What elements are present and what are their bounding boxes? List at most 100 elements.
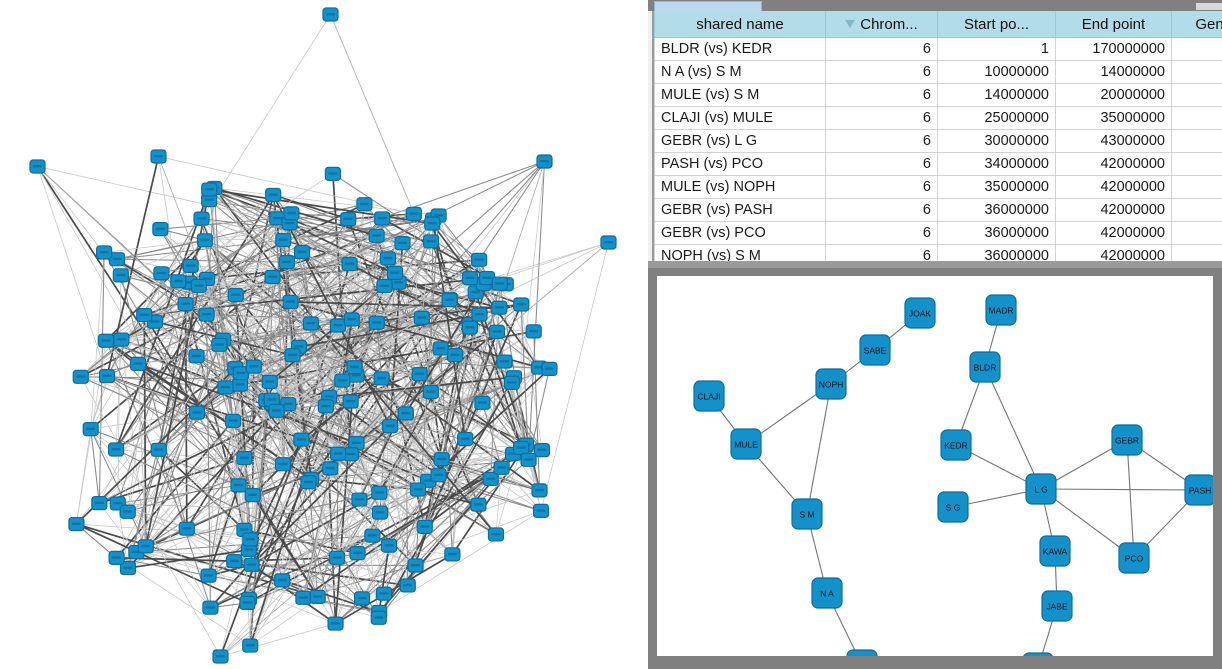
main-network-edge[interactable] [158, 156, 414, 215]
main-network-node[interactable] [150, 149, 167, 164]
main-network-edge[interactable] [290, 301, 470, 328]
main-network-edge[interactable] [225, 307, 500, 388]
main-network-edge[interactable] [287, 285, 385, 405]
main-network-node[interactable] [349, 546, 366, 561]
main-network-edge[interactable] [80, 376, 211, 608]
main-network-edge[interactable] [209, 188, 433, 225]
main-network-edge[interactable] [336, 361, 505, 559]
main-network-node[interactable] [405, 206, 422, 221]
main-network-node[interactable] [368, 228, 385, 243]
main-network-node[interactable] [512, 440, 530, 456]
main-network-node[interactable] [178, 521, 195, 536]
main-network-edge[interactable] [378, 413, 407, 493]
sub-network-node[interactable]: ALMCH [1023, 652, 1053, 656]
table-row[interactable]: GEBR (vs) L G6300000004300000016.9 [654, 129, 1222, 153]
main-network-edge[interactable] [289, 223, 456, 356]
main-network-node[interactable] [381, 419, 399, 434]
main-network-node[interactable] [536, 154, 553, 169]
main-network-edge[interactable] [238, 396, 330, 486]
main-network-node[interactable] [193, 211, 210, 226]
main-network-edge[interactable] [234, 367, 283, 581]
main-network-edge[interactable] [378, 545, 390, 613]
main-network-canvas[interactable] [0, 0, 648, 669]
main-network-node[interactable] [227, 287, 244, 303]
main-network-edge[interactable] [269, 285, 386, 383]
main-network-edge[interactable] [430, 242, 609, 393]
main-network-edge[interactable] [266, 292, 476, 401]
main-network-node[interactable] [368, 315, 385, 330]
main-network-node[interactable] [322, 461, 339, 476]
main-network-edge[interactable] [115, 218, 278, 450]
main-network-edge[interactable] [300, 377, 383, 441]
main-network-edge[interactable] [137, 363, 147, 547]
main-network-node[interactable] [293, 432, 310, 447]
main-network-edge[interactable] [349, 263, 471, 329]
main-network-edge[interactable] [251, 564, 416, 567]
main-network-edge[interactable] [154, 194, 274, 322]
main-network-edge[interactable] [185, 294, 236, 305]
main-network-edge[interactable] [196, 218, 278, 413]
main-network-edge[interactable] [206, 314, 211, 608]
main-network-edge[interactable] [208, 189, 288, 263]
main-network-edge[interactable] [269, 331, 498, 383]
main-network-node[interactable] [520, 452, 537, 467]
main-network-edge[interactable] [105, 239, 206, 342]
main-network-edge[interactable] [378, 510, 542, 613]
main-network-edge[interactable] [76, 523, 390, 546]
main-network-edge[interactable] [540, 242, 609, 511]
main-network-node[interactable] [230, 478, 247, 493]
table-row[interactable]: BLDR (vs) KEDR61170000000192.0 [654, 37, 1222, 61]
main-network-edge[interactable] [104, 218, 383, 253]
main-network-edge[interactable] [281, 482, 309, 581]
main-network-edge[interactable] [99, 403, 289, 504]
main-network-node[interactable] [329, 446, 347, 461]
main-network-node[interactable] [152, 222, 169, 237]
main-network-node[interactable] [190, 278, 207, 293]
main-network-edge[interactable] [252, 494, 416, 566]
main-network-node[interactable] [239, 595, 256, 610]
column-header-genetic[interactable]: Genetic... [1171, 11, 1222, 38]
main-network-edge[interactable] [249, 367, 355, 646]
main-network-edge[interactable] [290, 301, 302, 440]
main-network-node[interactable] [170, 274, 187, 289]
main-network-edge[interactable] [421, 241, 432, 318]
main-network-node[interactable] [136, 307, 153, 323]
main-network-node[interactable] [375, 586, 393, 601]
main-network-edge[interactable] [201, 218, 471, 279]
main-network-edge[interactable] [80, 278, 208, 378]
table-row[interactable]: N A (vs) S M610000000140000006.6 [654, 60, 1222, 84]
main-network-edge[interactable] [337, 382, 513, 455]
main-network-edge[interactable] [137, 363, 357, 444]
main-network-edge[interactable] [251, 425, 391, 566]
main-network-node[interactable] [202, 600, 219, 615]
table-tab-active[interactable] [654, 1, 762, 11]
main-network-edge[interactable] [335, 553, 358, 624]
main-network-edge[interactable] [478, 161, 545, 261]
main-network-node[interactable] [324, 166, 341, 181]
main-network-node[interactable] [394, 236, 411, 251]
main-network-edge[interactable] [127, 442, 357, 513]
main-network-edge[interactable] [214, 187, 439, 216]
main-network-edge[interactable] [220, 492, 380, 657]
main-network-edge[interactable] [220, 597, 304, 657]
main-network-edge[interactable] [290, 301, 500, 309]
main-network-node[interactable] [373, 371, 390, 386]
table-horizontal-scrollbar[interactable] [1196, 3, 1222, 10]
main-network-edge[interactable] [235, 294, 289, 405]
main-network-node[interactable] [236, 450, 253, 466]
main-network-node[interactable] [364, 528, 381, 543]
main-network-node[interactable] [82, 422, 99, 437]
main-network-node[interactable] [471, 307, 488, 322]
sub-network-node[interactable]: NOPH [815, 368, 847, 400]
main-network-node[interactable] [265, 187, 282, 203]
main-network-node[interactable] [182, 258, 199, 273]
table-row[interactable]: GEBR (vs) PCO636000000420000008.4 [654, 221, 1222, 245]
main-network-edge[interactable] [80, 376, 381, 514]
main-network-node[interactable] [433, 452, 450, 467]
main-network-edge[interactable] [376, 235, 543, 451]
main-network-edge[interactable] [248, 439, 303, 551]
main-network-node[interactable] [177, 296, 194, 312]
main-network-edge[interactable] [154, 217, 278, 323]
main-network-edge[interactable] [239, 384, 312, 480]
main-network-node[interactable] [137, 539, 154, 554]
